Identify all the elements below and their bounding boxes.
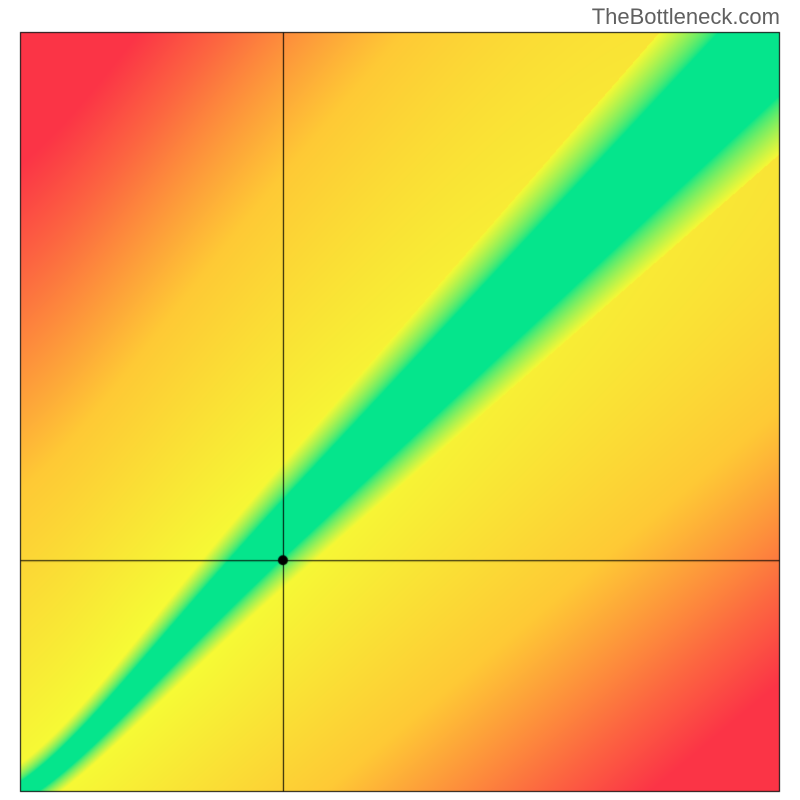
chart-container: TheBottleneck.com bbox=[0, 0, 800, 800]
heatmap-canvas bbox=[0, 0, 800, 800]
watermark-text: TheBottleneck.com bbox=[592, 4, 780, 30]
